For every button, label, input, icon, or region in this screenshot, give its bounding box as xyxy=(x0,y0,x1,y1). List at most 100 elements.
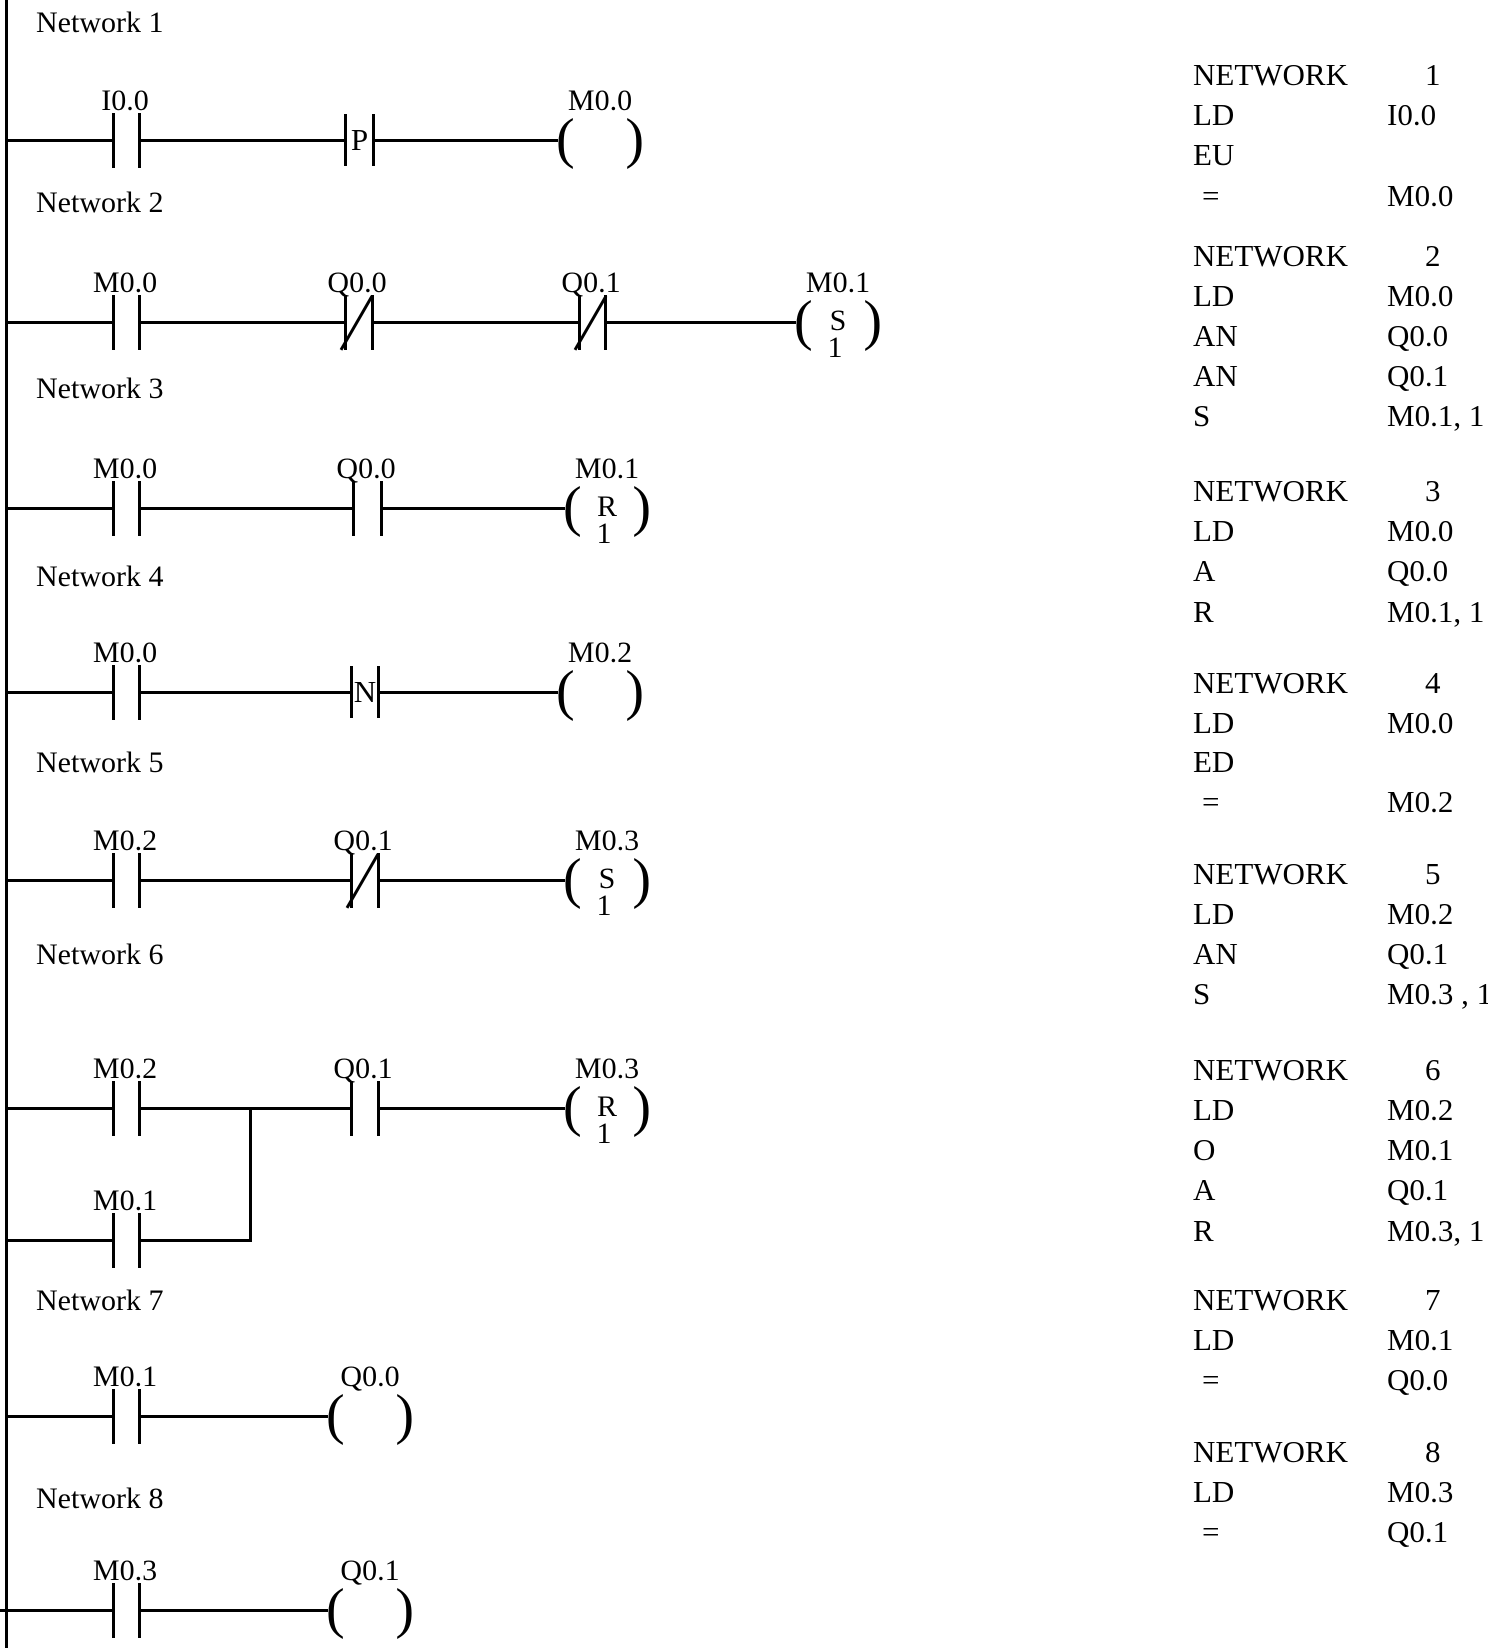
coil-paren-right: ) xyxy=(625,108,644,170)
contact-bar xyxy=(352,481,355,536)
contact-operand: Q0.1 xyxy=(333,824,393,857)
coil-paren-left: ( xyxy=(556,108,575,170)
coil-operand: Q0.1 xyxy=(340,1554,400,1587)
stl-operand: M0.1 xyxy=(1387,1322,1454,1357)
coil-symbol: R xyxy=(596,1090,617,1123)
contact-bar xyxy=(138,1389,141,1444)
stl-operand: M0.1, 1 xyxy=(1387,398,1485,433)
stl-operand: M0.0 xyxy=(1387,178,1454,213)
contact-gap xyxy=(353,1107,377,1110)
contact-bar xyxy=(138,481,141,536)
coil-paren-left: ( xyxy=(563,476,582,538)
coil-paren-right: ) xyxy=(395,1384,414,1446)
stl-instruction: EU xyxy=(1193,137,1235,172)
contact-operand: Q0.1 xyxy=(333,1052,393,1085)
stl-instruction: NETWORK xyxy=(1193,856,1348,891)
stl-network-number: 6 xyxy=(1425,1052,1441,1087)
coil-symbol: S xyxy=(598,862,616,895)
stl-instruction: = xyxy=(1202,1362,1220,1397)
contact-operand: M0.2 xyxy=(92,824,158,857)
stl-operand: Q0.1 xyxy=(1387,936,1449,971)
coil-count: 1 xyxy=(596,1117,612,1150)
contact-gap xyxy=(355,507,380,510)
branch-junction-line xyxy=(249,1107,252,1242)
network-label: Network 4 xyxy=(36,560,164,593)
network-label: Network 7 xyxy=(36,1284,164,1317)
contact-bar xyxy=(112,1583,115,1638)
contact-bar xyxy=(138,1583,141,1638)
contact-gap xyxy=(115,1107,138,1110)
stl-operand: M0.2 xyxy=(1387,896,1454,931)
contact-bar xyxy=(377,853,380,908)
contact-bar xyxy=(138,1081,141,1136)
contact-operand: Q0.0 xyxy=(336,452,396,485)
contact-operand: Q0.0 xyxy=(327,266,387,299)
output-coil: ( ) xyxy=(326,1381,414,1449)
contact-bar xyxy=(112,1213,115,1268)
contact-operand: M0.0 xyxy=(92,636,158,669)
network-label: Network 8 xyxy=(36,1482,164,1515)
stl-instruction: AN xyxy=(1193,936,1238,971)
stl-operand: M0.0 xyxy=(1387,513,1454,548)
stl-network-number: 7 xyxy=(1425,1282,1441,1317)
contact-bar xyxy=(604,295,607,350)
contact-bar xyxy=(138,113,141,168)
coil-paren-right: ) xyxy=(632,476,651,538)
network-label: Network 5 xyxy=(36,746,164,779)
stl-instruction: S xyxy=(1193,398,1211,433)
stl-network-number: 4 xyxy=(1425,665,1441,700)
edge-bar xyxy=(350,666,353,718)
contact-gap xyxy=(115,879,138,882)
stl-instruction: = xyxy=(1202,1514,1220,1549)
contact-bar xyxy=(371,295,374,350)
contact-bar xyxy=(112,1081,115,1136)
coil-paren-left: ( xyxy=(556,660,575,722)
stl-instruction: AN xyxy=(1193,318,1238,353)
stl-instruction: LD xyxy=(1193,278,1235,313)
coil-paren-left: ( xyxy=(563,848,582,910)
stl-operand: M0.3 , 1 xyxy=(1387,976,1488,1011)
contact-operand: M0.0 xyxy=(92,266,158,299)
stl-network-number: 1 xyxy=(1425,57,1441,92)
coil-paren-left: ( xyxy=(326,1578,345,1640)
coil-operand: M0.3 xyxy=(574,824,640,857)
contact-bar xyxy=(138,665,141,720)
contact-bar xyxy=(112,113,115,168)
stl-instruction: LD xyxy=(1193,1474,1235,1509)
stl-operand: M0.0 xyxy=(1387,278,1454,313)
stl-operand: Q0.1 xyxy=(1387,1172,1449,1207)
coil-count: 1 xyxy=(827,331,843,364)
stl-operand: Q0.0 xyxy=(1387,1362,1449,1397)
stl-network-number: 3 xyxy=(1425,473,1441,508)
stl-network-number: 5 xyxy=(1425,856,1441,891)
stl-instruction: LD xyxy=(1193,1092,1235,1127)
contact-bar xyxy=(380,481,383,536)
contact-bar xyxy=(112,853,115,908)
stl-instruction: NETWORK xyxy=(1193,1052,1348,1087)
coil-symbol: R xyxy=(596,490,617,523)
stl-instruction: O xyxy=(1193,1132,1216,1167)
contact-bar xyxy=(138,295,141,350)
stl-instruction: = xyxy=(1202,784,1220,819)
contact-gap xyxy=(115,507,138,510)
contact-operand: M0.0 xyxy=(92,452,158,485)
contact-bar xyxy=(350,1081,353,1136)
stl-operand: M0.1 xyxy=(1387,1132,1454,1167)
set-coil: ( S ) xyxy=(794,287,882,355)
coil-paren-left: ( xyxy=(326,1384,345,1446)
stl-instruction: NETWORK xyxy=(1193,473,1348,508)
stl-operand: M0.2 xyxy=(1387,784,1454,819)
coil-paren-left: ( xyxy=(563,1076,582,1138)
stl-operand: M0.3 xyxy=(1387,1474,1454,1509)
stl-instruction: LD xyxy=(1193,705,1235,740)
coil-paren-right: ) xyxy=(632,848,651,910)
contact-bar xyxy=(112,665,115,720)
contact-bar xyxy=(112,295,115,350)
rung-line xyxy=(0,1609,328,1612)
